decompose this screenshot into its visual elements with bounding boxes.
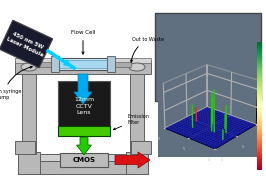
FancyBboxPatch shape [58, 126, 110, 136]
Ellipse shape [21, 63, 37, 71]
FancyBboxPatch shape [155, 13, 261, 101]
Text: Flow Cell: Flow Cell [71, 30, 95, 54]
FancyBboxPatch shape [18, 161, 148, 174]
FancyBboxPatch shape [60, 153, 108, 167]
FancyBboxPatch shape [35, 62, 55, 67]
FancyBboxPatch shape [126, 152, 148, 174]
FancyBboxPatch shape [107, 56, 115, 72]
FancyBboxPatch shape [18, 154, 148, 161]
FancyArrow shape [74, 74, 92, 104]
Text: In from syringe
pump: In from syringe pump [0, 66, 32, 100]
FancyBboxPatch shape [22, 69, 36, 154]
FancyArrow shape [77, 137, 92, 155]
FancyBboxPatch shape [131, 141, 151, 154]
FancyBboxPatch shape [130, 69, 144, 154]
Text: CMOS: CMOS [73, 157, 95, 163]
FancyBboxPatch shape [18, 152, 40, 174]
FancyBboxPatch shape [15, 141, 35, 154]
Ellipse shape [129, 63, 145, 71]
Text: Out to Waste: Out to Waste [131, 37, 164, 62]
FancyBboxPatch shape [0, 20, 53, 68]
Text: 450 nm 5W
Laser Module: 450 nm 5W Laser Module [5, 30, 47, 58]
FancyBboxPatch shape [15, 61, 151, 74]
FancyBboxPatch shape [55, 58, 111, 70]
FancyBboxPatch shape [58, 81, 110, 129]
FancyBboxPatch shape [58, 60, 108, 68]
FancyBboxPatch shape [15, 58, 151, 63]
Text: 12mm
CCTV
Lens: 12mm CCTV Lens [74, 97, 94, 115]
FancyBboxPatch shape [51, 56, 59, 72]
FancyArrow shape [115, 152, 150, 168]
Text: Emission
Filter: Emission Filter [113, 114, 149, 130]
FancyBboxPatch shape [113, 62, 131, 67]
